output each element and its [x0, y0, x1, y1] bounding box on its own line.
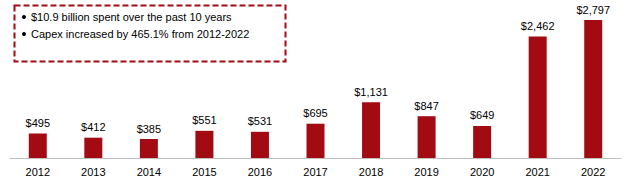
svg-text:2016: 2016: [248, 166, 272, 178]
svg-text:Capex increased by 465.1% from: Capex increased by 465.1% from 2012-2022: [31, 28, 249, 40]
svg-text:$531: $531: [248, 115, 272, 127]
svg-text:2015: 2015: [192, 166, 216, 178]
svg-text:2020: 2020: [470, 166, 494, 178]
svg-text:$385: $385: [137, 123, 161, 135]
svg-text:$649: $649: [470, 109, 494, 121]
svg-text:2022: 2022: [581, 166, 605, 178]
svg-text:2019: 2019: [414, 166, 438, 178]
svg-text:$1,131: $1,131: [354, 86, 388, 98]
svg-text:2014: 2014: [137, 166, 161, 178]
svg-text:2017: 2017: [303, 166, 327, 178]
svg-text:$695: $695: [303, 107, 327, 119]
svg-text:$2,797: $2,797: [576, 4, 610, 16]
svg-text:2013: 2013: [81, 166, 105, 178]
svg-text:$10.9 billion spent over the p: $10.9 billion spent over the past 10 yea…: [31, 11, 232, 23]
svg-text:2018: 2018: [359, 166, 383, 178]
svg-text:$2,462: $2,462: [521, 20, 555, 32]
svg-text:$551: $551: [192, 114, 216, 126]
svg-text:$412: $412: [81, 121, 105, 133]
svg-text:2012: 2012: [26, 166, 50, 178]
svg-text:2021: 2021: [525, 166, 549, 178]
svg-text:$847: $847: [414, 100, 438, 112]
svg-text:$495: $495: [26, 117, 50, 129]
